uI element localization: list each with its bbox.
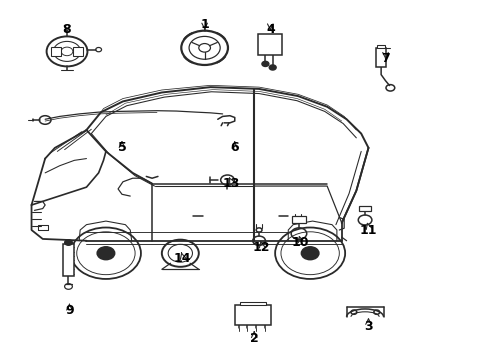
Bar [375, 48, 386, 67]
Bar [62, 244, 74, 276]
Circle shape [64, 240, 72, 246]
Bar [359, 206, 370, 211]
Text: 4: 4 [266, 23, 275, 36]
Text: 2: 2 [249, 333, 258, 346]
Text: 12: 12 [252, 241, 270, 255]
Bar [234, 305, 271, 325]
Circle shape [97, 247, 115, 260]
Bar [73, 47, 82, 56]
Text: 6: 6 [230, 141, 239, 154]
Bar [239, 302, 266, 305]
Text: 13: 13 [222, 177, 239, 190]
Text: 7: 7 [380, 52, 389, 65]
Text: 10: 10 [291, 236, 308, 249]
Text: 1: 1 [200, 18, 208, 31]
Text: 5: 5 [117, 141, 126, 154]
Bar [258, 33, 282, 55]
Text: 9: 9 [65, 304, 74, 317]
Text: 3: 3 [364, 320, 372, 333]
Circle shape [301, 247, 318, 260]
Circle shape [269, 65, 276, 70]
Text: 8: 8 [62, 23, 71, 36]
Circle shape [262, 62, 268, 66]
Bar [51, 47, 61, 56]
Text: 14: 14 [173, 252, 191, 265]
Bar [291, 216, 305, 223]
Bar [376, 45, 384, 48]
Text: 11: 11 [359, 224, 376, 237]
